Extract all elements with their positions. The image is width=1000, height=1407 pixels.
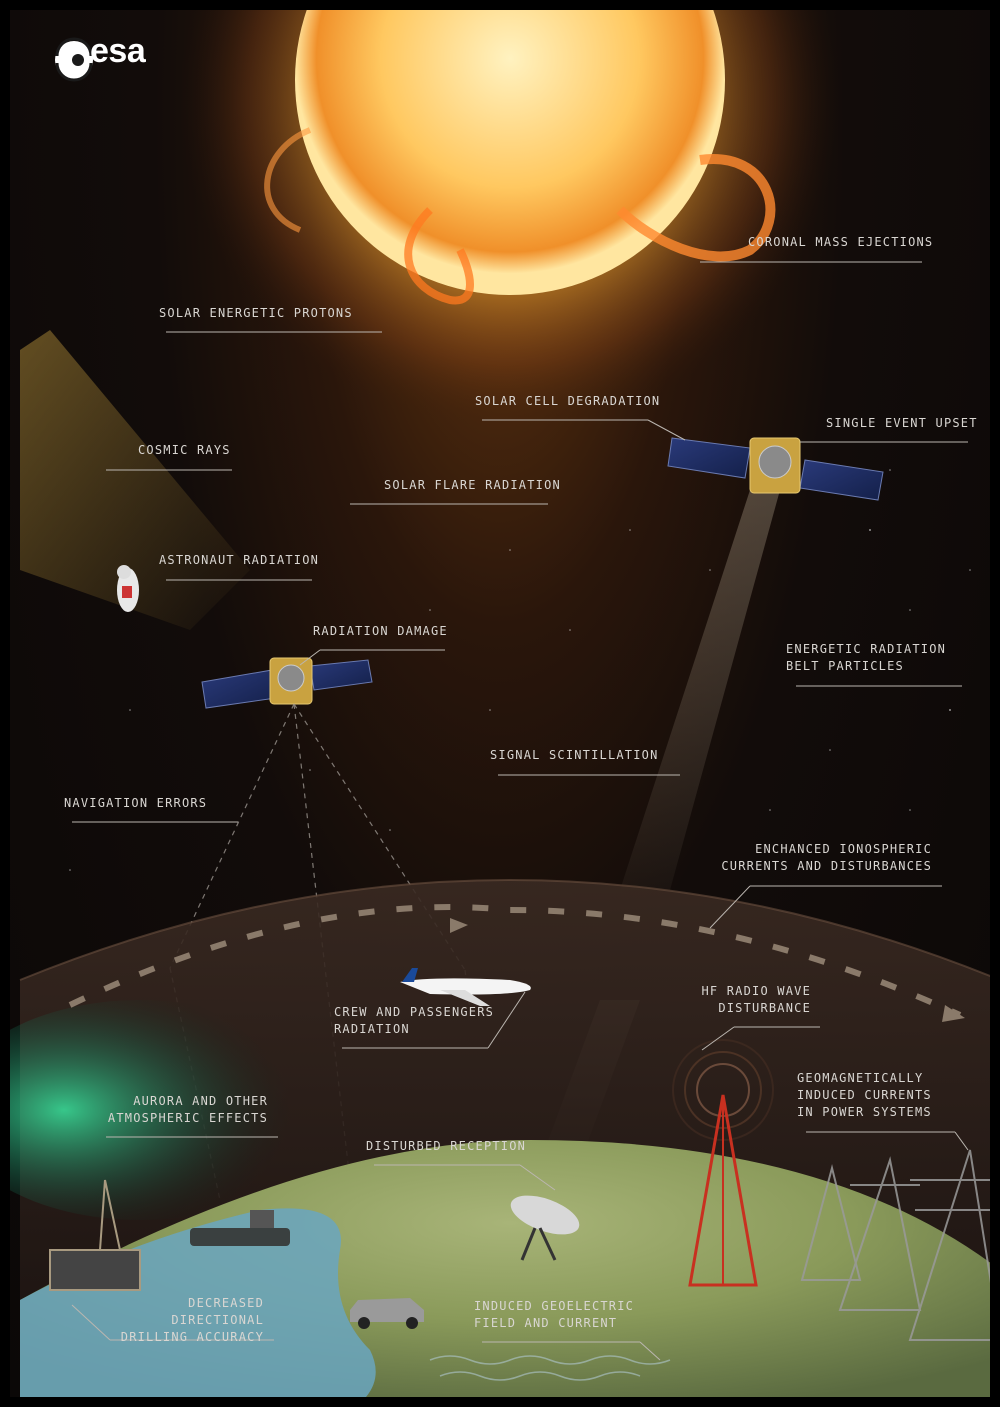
power-pylon-icon [800, 1149, 990, 1341]
label-coronal-mass-ejections: CORONAL MASS EJECTIONS [748, 235, 934, 249]
label-hf-radio: HF RADIO WAVE DISTURBANCE [701, 984, 811, 1015]
label-signal-scintillation: SIGNAL SCINTILLATION [490, 748, 659, 762]
label-astronaut-radiation: ASTRONAUT RADIATION [159, 553, 320, 567]
label-radiation-damage: RADIATION DAMAGE [313, 624, 448, 638]
label-aurora: AURORA AND OTHER ATMOSPHERIC EFFECTS [107, 1094, 268, 1125]
esa-logo-icon [55, 37, 93, 82]
label-cosmic-rays: COSMIC RAYS [138, 443, 231, 457]
label-solar-flare-radiation: SOLAR FLARE RADIATION [384, 478, 561, 492]
astronaut-icon [117, 565, 139, 612]
oil-rig-icon [49, 1179, 141, 1291]
label-enhanced-ionospheric: ENCHANCED IONOSPHERIC CURRENTS AND DISTU… [721, 842, 932, 873]
ionospheric-current-path [68, 904, 962, 1018]
label-energetic-radiation-belt: ENERGETIC RADIATION BELT PARTICLES [786, 642, 947, 673]
satellite-upper-icon [667, 437, 884, 501]
coronal-mass-ejection-icon [616, 154, 776, 262]
label-crew-passengers: CREW AND PASSENGERS RADIATION [334, 1005, 495, 1036]
stars [69, 469, 971, 871]
label-drilling-accuracy: DECREASED DIRECTIONAL DRILLING ACCURACY [120, 1296, 264, 1344]
sun-icon [295, 10, 725, 295]
leader-lines [71, 261, 969, 1361]
esa-logo-text: esa [90, 32, 146, 70]
satellite-dish-icon [510, 1195, 580, 1261]
label-navigation-errors: NAVIGATION ERRORS [64, 796, 208, 810]
ocean [20, 1208, 376, 1397]
space-weather-poster [10, 10, 990, 1397]
airplane-icon [400, 968, 531, 1006]
cosmic-rays-beam [20, 330, 250, 630]
aurora-icon [10, 1000, 330, 1220]
label-geoelectric: INDUCED GEOELECTRIC FIELD AND CURRENT [474, 1299, 635, 1330]
scintillation-beam [620, 490, 780, 890]
geoelectric-waves [429, 1355, 671, 1381]
satellite-lower-icon [201, 657, 373, 709]
ship-icon [190, 1228, 290, 1246]
radio-tower-icon [672, 1039, 774, 1287]
label-geomagnetically-induced: GEOMAGNETICALLY INDUCED CURRENTS IN POWE… [797, 1071, 932, 1119]
label-single-event-upset: SINGLE EVENT UPSET [826, 416, 978, 430]
car-icon [350, 1298, 424, 1329]
label-solar-energetic-protons: SOLAR ENERGETIC PROTONS [159, 306, 353, 320]
label-disturbed-reception: DISTURBED RECEPTION [366, 1139, 527, 1153]
label-solar-cell-degradation: SOLAR CELL DEGRADATION [475, 394, 661, 408]
scene-artwork [10, 10, 990, 1397]
